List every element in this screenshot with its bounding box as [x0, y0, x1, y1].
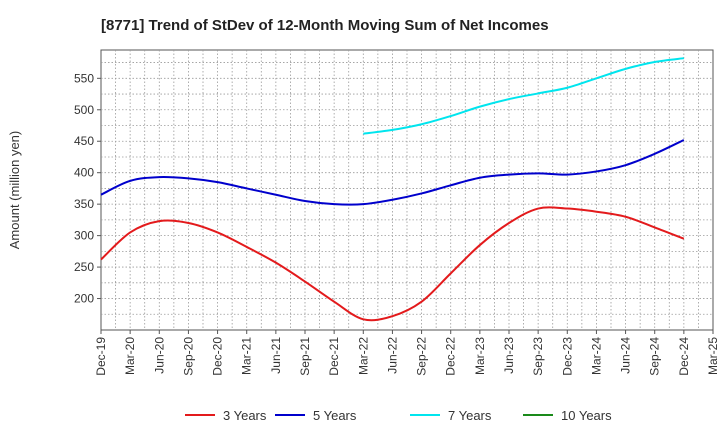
x-tick-label: Mar-25 — [706, 337, 720, 375]
grid — [101, 50, 713, 330]
x-tick-label: Dec-22 — [444, 337, 458, 376]
x-tick-label: Dec-24 — [677, 337, 691, 376]
y-tick-label: 200 — [74, 292, 94, 306]
y-tick-label: 250 — [74, 260, 94, 274]
x-axis: Dec-19 Mar-20 Jun-20 Sep-20 Dec-20 Mar-21 Jun-… — [94, 330, 720, 376]
legend-label: 10 Years — [561, 408, 612, 423]
y-axis: 200 250 300 350 400 450 500 550 — [74, 71, 101, 306]
x-tick-label: Sep-22 — [415, 337, 429, 376]
x-tick-label: Dec-21 — [327, 337, 341, 376]
x-tick-label: Sep-24 — [648, 337, 662, 376]
chart-title: [8771] Trend of StDev of 12-Month Moving… — [101, 17, 549, 34]
series-group — [100, 57, 685, 322]
x-tick-label: Mar-21 — [240, 337, 254, 375]
x-tick-label: Jun-23 — [502, 337, 516, 374]
x-tick-label: Jun-24 — [619, 337, 633, 374]
legend-label: 7 Years — [448, 408, 492, 423]
x-tick-label: Mar-22 — [356, 337, 370, 375]
x-tick-label: Mar-24 — [589, 337, 603, 375]
x-tick-label: Mar-23 — [473, 337, 487, 375]
x-tick-label: Jun-21 — [269, 337, 283, 374]
y-tick-label: 300 — [74, 229, 94, 243]
x-tick-label: Jun-22 — [385, 337, 399, 374]
legend-label: 3 Years — [223, 408, 267, 423]
x-tick-label: Dec-23 — [560, 337, 574, 376]
y-tick-label: 550 — [74, 71, 94, 85]
x-tick-label: Sep-20 — [181, 337, 195, 376]
series-line-3 — [363, 57, 684, 135]
y-tick-label: 400 — [74, 166, 94, 180]
series-line-2 — [100, 139, 685, 206]
x-tick-label: Mar-20 — [123, 337, 137, 375]
legend-label: 5 Years — [313, 408, 357, 423]
y-tick-label: 500 — [74, 103, 94, 117]
legend: 3 Years 5 Years 7 Years 10 Years — [185, 408, 612, 423]
y-tick-label: 350 — [74, 197, 94, 211]
x-tick-label: Dec-19 — [94, 337, 108, 376]
x-tick-label: Dec-20 — [211, 337, 225, 376]
x-tick-label: Jun-20 — [152, 337, 166, 374]
x-tick-label: Sep-21 — [298, 337, 312, 376]
series-line-1 — [100, 206, 685, 322]
y-axis-label: Amount (million yen) — [7, 131, 22, 250]
x-tick-label: Sep-23 — [531, 337, 545, 376]
y-tick-label: 450 — [74, 134, 94, 148]
